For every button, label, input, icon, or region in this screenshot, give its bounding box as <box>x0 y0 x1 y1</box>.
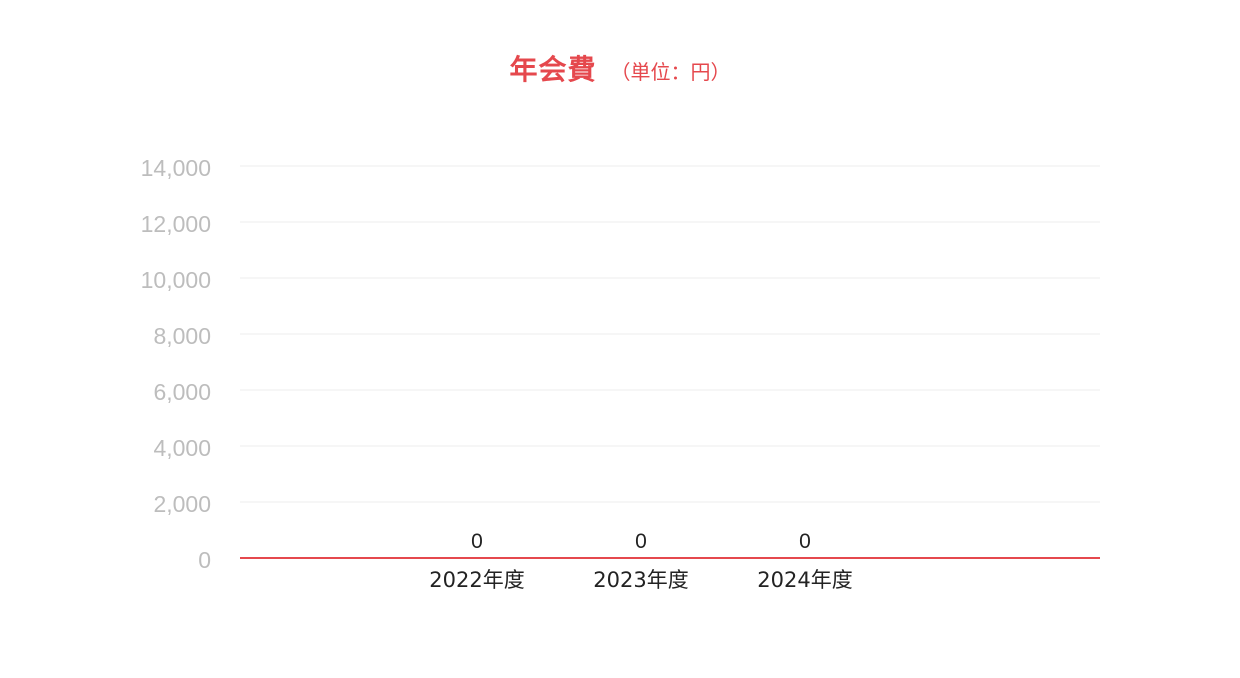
x-tick-label: 2023年度 <box>593 568 688 592</box>
y-tick-label: 8,000 <box>153 323 211 349</box>
y-tick-label: 10,000 <box>141 267 211 293</box>
y-tick-label: 12,000 <box>141 211 211 237</box>
y-tick-label: 0 <box>198 547 211 573</box>
x-tick-label: 2024年度 <box>757 568 852 592</box>
chart-title-unit: （単位：円） <box>610 60 731 84</box>
chart-title-main: 年会費 <box>509 53 597 86</box>
chart-title: 年会費 （単位：円） <box>0 48 1240 88</box>
y-tick-label: 6,000 <box>153 379 211 405</box>
y-tick-label: 2,000 <box>153 491 211 517</box>
y-tick-label: 4,000 <box>153 435 211 461</box>
data-label: 0 <box>635 530 647 553</box>
y-tick-label: 14,000 <box>141 155 211 181</box>
x-tick-label: 2022年度 <box>429 568 524 592</box>
data-label: 0 <box>471 530 483 553</box>
data-label: 0 <box>799 530 811 553</box>
